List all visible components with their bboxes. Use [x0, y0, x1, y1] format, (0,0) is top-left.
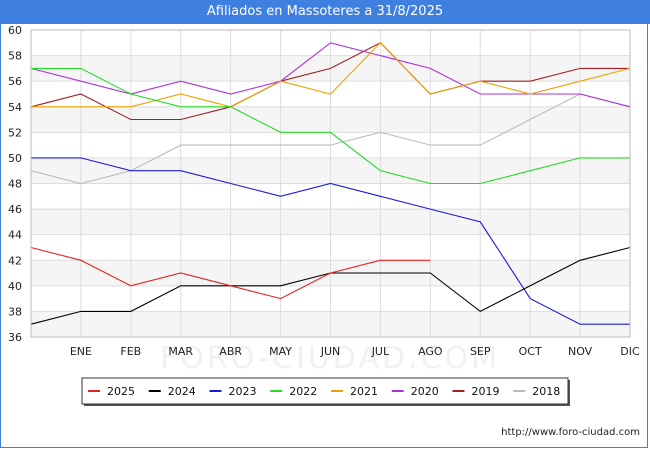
y-tick-label: 36 [8, 331, 22, 344]
y-tick-label: 56 [8, 75, 22, 88]
x-tick-label: ABR [219, 345, 242, 358]
legend-label-2020: 2020 [411, 385, 439, 398]
x-tick-label: MAR [168, 345, 193, 358]
x-tick-label: FEB [120, 345, 141, 358]
y-tick-label: 50 [8, 152, 22, 165]
watermark-layer: FORO-CIUDAD.COM [160, 341, 500, 376]
legend-label-2022: 2022 [289, 385, 317, 398]
watermark-text: FORO-CIUDAD.COM [160, 341, 500, 376]
series-line-2025 [30, 246, 431, 300]
x-tick-label: ENE [70, 345, 92, 358]
y-tick-label: 44 [8, 229, 22, 242]
source-url: http://www.foro-ciudad.com [501, 427, 640, 438]
legend-label-2021: 2021 [350, 385, 378, 398]
legend-label-2019: 2019 [472, 385, 500, 398]
x-tick-label: NOV [568, 345, 593, 358]
y-tick-label: 54 [8, 101, 22, 114]
y-tick-label: 40 [8, 280, 22, 293]
axes: 36 38 40 42 44 46 48 50 52 54 56 58 60 ENE FEB MAR ABR MA… [8, 24, 640, 358]
x-tick-label: OCT [519, 345, 542, 358]
legend-label-2023: 2023 [229, 385, 257, 398]
x-tick-label: SEP [470, 345, 491, 358]
series-line-2023 [31, 157, 630, 325]
legend-box [81, 377, 569, 405]
legend-label-2018: 2018 [532, 385, 560, 398]
chart-title: Afiliados en Massoteres a 31/8/2025 [0, 0, 650, 24]
y-tick-label: 60 [8, 24, 22, 37]
y-tick-label: 52 [8, 126, 22, 139]
series-line-2021 [31, 42, 631, 108]
x-tick-label: AGO [418, 345, 443, 358]
y-tick-label: 42 [8, 254, 22, 267]
y-tick-label: 46 [8, 203, 22, 216]
legend: 2025 2024 2023 2022 2021 2020 2019 2018 [81, 377, 570, 406]
x-tick-label: DIC [620, 345, 640, 358]
y-tick-label: 38 [8, 305, 22, 318]
series-lines [30, 42, 631, 325]
y-tick-label: 58 [8, 50, 22, 63]
x-tick-label: JUN [320, 345, 341, 358]
y-tick-label: 48 [8, 178, 22, 191]
x-tick-label: MAY [269, 345, 292, 358]
plot-border [30, 29, 631, 338]
x-tick-label: JUL [371, 345, 390, 358]
series-line-2019 [30, 42, 630, 121]
legend-label-2024: 2024 [168, 385, 196, 398]
series-line-2022 [31, 67, 630, 185]
chart-frame [0, 24, 648, 448]
legend-label-2025: 2025 [107, 385, 135, 398]
